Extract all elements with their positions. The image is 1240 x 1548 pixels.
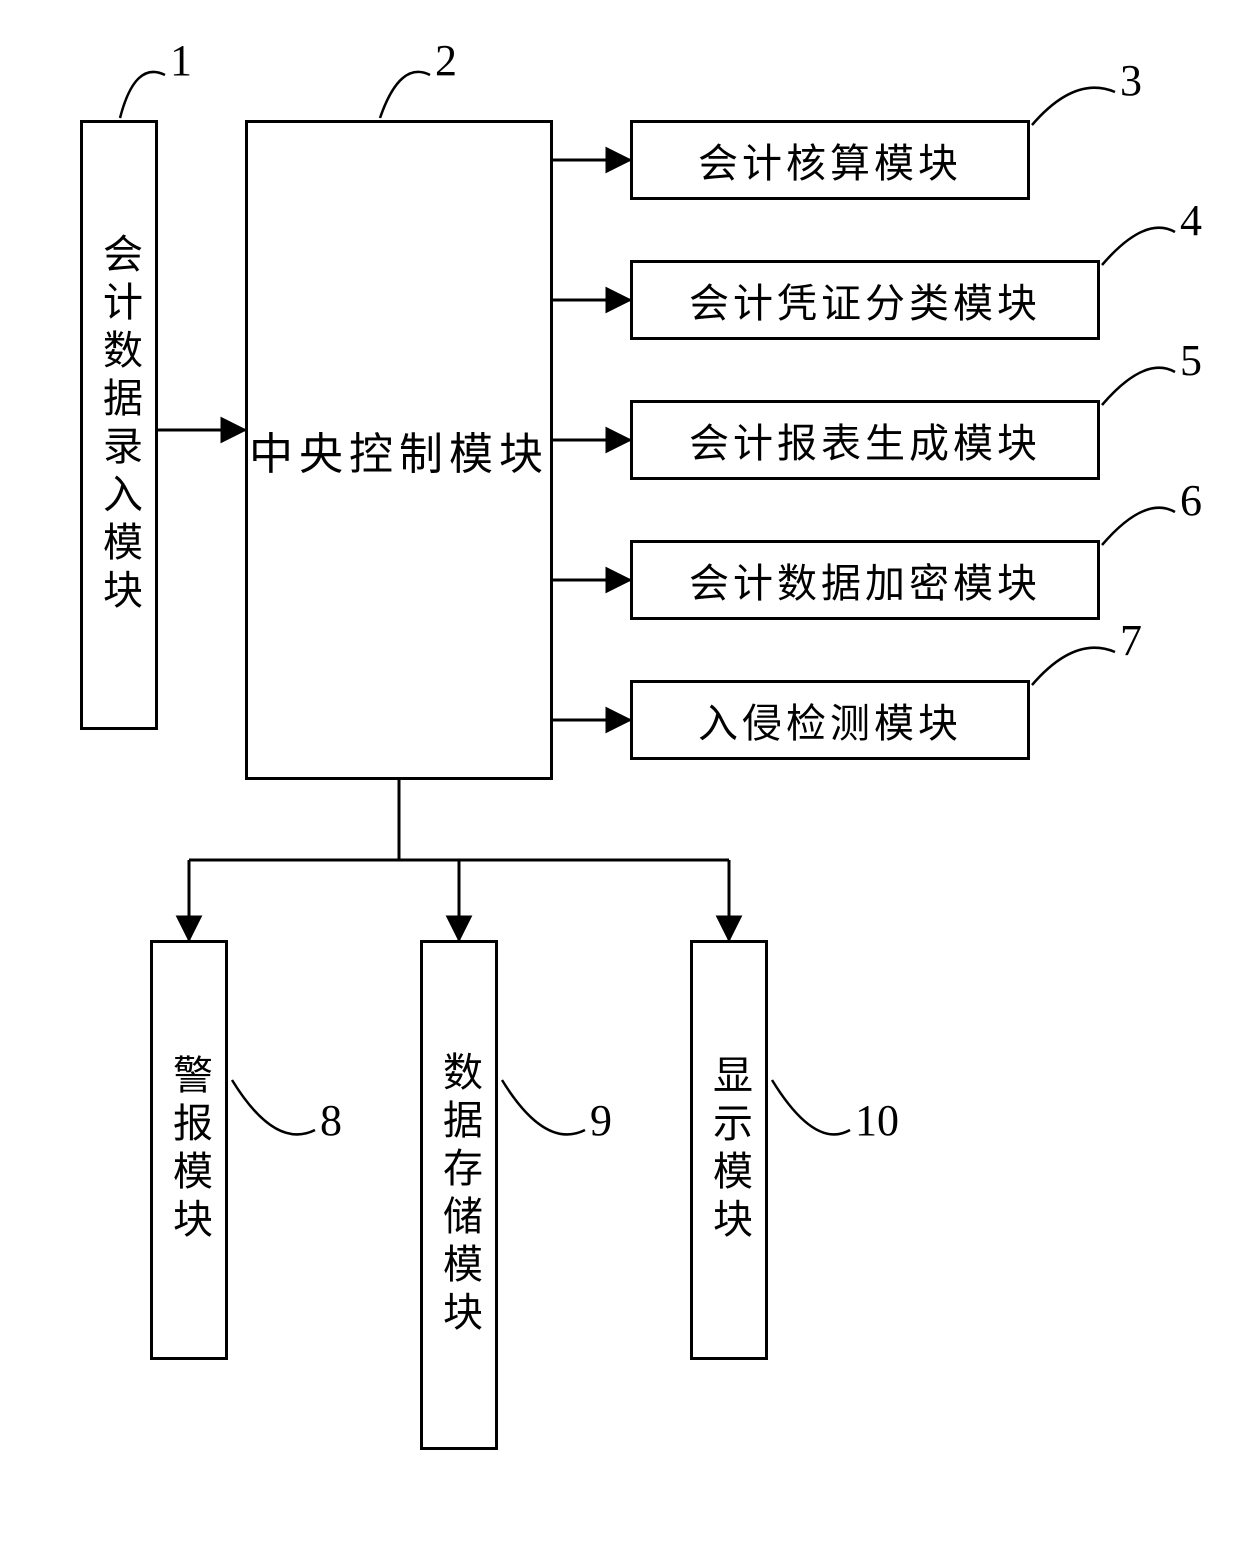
node-data-storage-module: 数据存储模块 <box>420 940 498 1450</box>
node-label: 会计凭证分类模块 <box>689 271 1041 329</box>
ref-label-7: 7 <box>1120 615 1142 666</box>
ref-label-2: 2 <box>435 35 457 86</box>
node-label: 警报模块 <box>160 1054 218 1246</box>
flowchart-diagram: 会计数据录入模块 中央控制模块 会计核算模块 会计凭证分类模块 会计报表生成模块… <box>0 0 1240 1548</box>
node-report-generate-module: 会计报表生成模块 <box>630 400 1100 480</box>
ref-label-4: 4 <box>1180 195 1202 246</box>
node-display-module: 显示模块 <box>690 940 768 1360</box>
ref-label-10: 10 <box>855 1095 899 1146</box>
node-voucher-classify-module: 会计凭证分类模块 <box>630 260 1100 340</box>
node-alarm-module: 警报模块 <box>150 940 228 1360</box>
node-data-encrypt-module: 会计数据加密模块 <box>630 540 1100 620</box>
ref-label-9: 9 <box>590 1095 612 1146</box>
ref-label-5: 5 <box>1180 335 1202 386</box>
node-label: 数据存储模块 <box>430 1051 488 1339</box>
node-intrusion-detect-module: 入侵检测模块 <box>630 680 1030 760</box>
node-accounting-calc-module: 会计核算模块 <box>630 120 1030 200</box>
node-label: 中央控制模块 <box>249 418 549 482</box>
ref-label-6: 6 <box>1180 475 1202 526</box>
ref-label-1: 1 <box>170 35 192 86</box>
node-label: 入侵检测模块 <box>698 691 962 749</box>
node-central-control-module: 中央控制模块 <box>245 120 553 780</box>
node-label: 会计核算模块 <box>698 131 962 189</box>
ref-label-3: 3 <box>1120 55 1142 106</box>
ref-label-8: 8 <box>320 1095 342 1146</box>
node-label: 会计数据录入模块 <box>90 233 148 617</box>
node-label: 会计报表生成模块 <box>689 411 1041 469</box>
node-data-entry-module: 会计数据录入模块 <box>80 120 158 730</box>
node-label: 显示模块 <box>700 1054 758 1246</box>
node-label: 会计数据加密模块 <box>689 551 1041 609</box>
